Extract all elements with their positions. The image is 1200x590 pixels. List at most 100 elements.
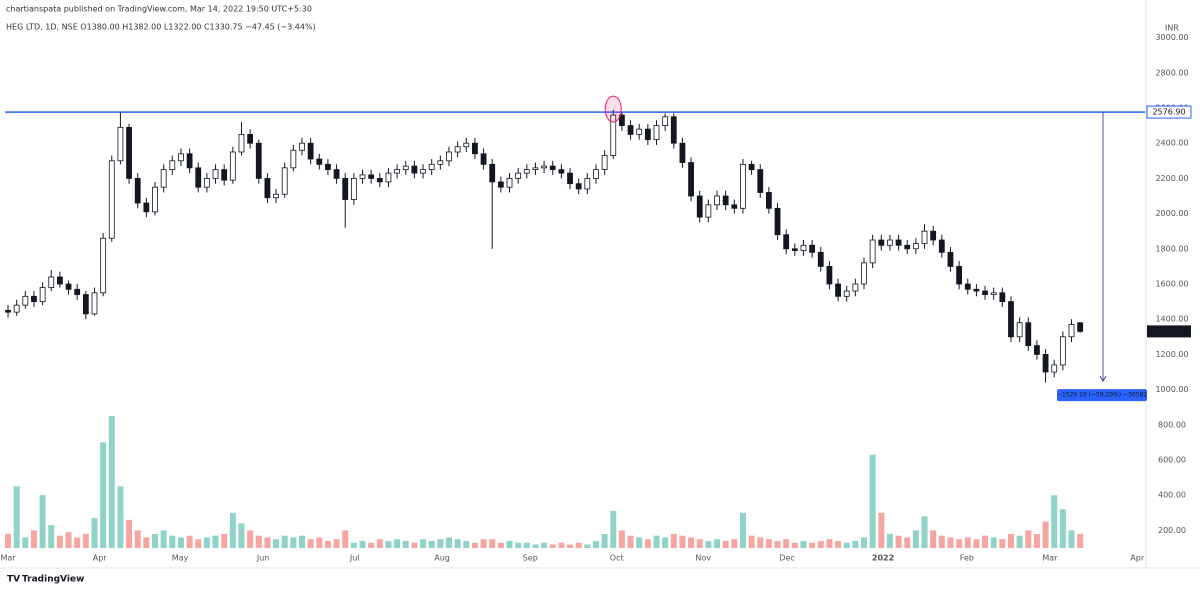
y-tick-label: 1800.00 xyxy=(1155,244,1188,253)
volume-bar xyxy=(428,540,435,548)
volume-bar xyxy=(273,539,280,548)
candle-body xyxy=(1077,322,1084,332)
y-tick-label: 400.00 xyxy=(1158,491,1186,500)
candle-body xyxy=(887,239,893,246)
volume-bar xyxy=(532,544,539,548)
volume-bar xyxy=(203,537,210,548)
volume-bar xyxy=(843,542,850,548)
volume-bar xyxy=(1077,533,1084,548)
volume-bar xyxy=(860,537,867,548)
brand: TradingView xyxy=(22,575,84,585)
candle-body xyxy=(783,234,790,250)
y-tick-label: 800.00 xyxy=(1158,420,1186,429)
candle-body xyxy=(195,167,202,188)
candle-body xyxy=(143,202,150,213)
volume-bar xyxy=(575,542,582,548)
candle-body xyxy=(679,142,686,163)
volume-bar xyxy=(938,535,945,548)
candle-body xyxy=(134,177,141,204)
y-tick-label: 2200.00 xyxy=(1155,174,1188,183)
candle-body xyxy=(921,230,928,244)
volume-bar xyxy=(515,542,522,548)
candle-body xyxy=(506,177,513,188)
last-price-label: 1330.75 xyxy=(1152,327,1185,336)
volume-bar xyxy=(506,540,513,548)
volume-bar xyxy=(921,516,928,548)
candle-body xyxy=(264,177,271,199)
level-label: 2576.90 xyxy=(1152,108,1185,117)
candle-body xyxy=(489,163,496,183)
highlight-circle xyxy=(604,95,622,123)
candle-body xyxy=(376,177,383,183)
volume-bar xyxy=(1025,530,1032,548)
volume-bar xyxy=(653,535,660,548)
candle-body xyxy=(229,151,236,181)
measure-arrowhead xyxy=(1099,375,1107,383)
candle-body xyxy=(740,163,746,209)
candle-body xyxy=(480,153,487,165)
candle-body xyxy=(316,158,323,165)
candle-body xyxy=(947,251,954,267)
volume-bar xyxy=(567,544,574,548)
volume-bar xyxy=(886,533,893,548)
volume-bar xyxy=(947,537,954,548)
candle-body xyxy=(644,128,651,141)
volume-bar xyxy=(255,535,262,548)
volume-bar xyxy=(74,537,81,548)
candle-body xyxy=(765,192,772,209)
y-tick-label: 2000.00 xyxy=(1155,209,1188,218)
candle-body xyxy=(593,169,599,179)
candle-body xyxy=(39,287,46,302)
volume-bar xyxy=(385,540,392,548)
candle-body xyxy=(108,160,115,239)
candle-body xyxy=(299,142,305,151)
volume-bar xyxy=(411,542,418,548)
volume-bar xyxy=(480,539,487,548)
candle-body xyxy=(619,114,625,127)
logo: TV xyxy=(7,575,20,585)
candle-body xyxy=(446,151,452,162)
candle-body xyxy=(904,244,911,250)
volume-bar xyxy=(212,535,219,548)
candle-body xyxy=(688,162,694,197)
candle-body xyxy=(912,243,919,250)
candle-body xyxy=(1051,364,1058,373)
candle-body xyxy=(938,239,945,253)
candle-body xyxy=(186,153,193,169)
candle-body xyxy=(636,128,643,135)
candle-body xyxy=(541,165,547,169)
volume-bar xyxy=(281,535,288,548)
x-tick-label: Feb xyxy=(960,554,974,563)
volume-bar xyxy=(731,539,738,548)
y-tick-label: 200.00 xyxy=(1158,526,1186,535)
candle-body xyxy=(48,276,55,288)
volume-bar xyxy=(316,537,323,548)
x-tick-label: Jun xyxy=(256,554,270,563)
candle-body xyxy=(843,290,850,297)
candle-body xyxy=(748,163,755,171)
volume-bar xyxy=(783,539,790,548)
candle-body xyxy=(1025,322,1032,347)
candle-body xyxy=(13,304,20,313)
candle-body xyxy=(368,174,375,179)
y-tick-label: 1600.00 xyxy=(1155,280,1188,289)
volume-bar xyxy=(765,539,772,548)
candle-body xyxy=(610,114,617,156)
candle-body xyxy=(791,248,798,251)
volume-bar xyxy=(904,537,911,548)
candle-body xyxy=(290,149,297,169)
candle-body xyxy=(22,295,29,306)
volume-bar xyxy=(541,542,548,548)
x-tick-label: Mar xyxy=(0,554,16,563)
candle-body xyxy=(826,265,833,285)
candle-body xyxy=(930,230,937,241)
volume-bar xyxy=(817,540,824,548)
x-tick-label: Aug xyxy=(434,554,450,563)
volume-bar xyxy=(558,542,565,548)
x-tick-label: May xyxy=(172,554,189,563)
candle-body xyxy=(126,126,132,179)
candle-body xyxy=(57,276,63,285)
volume-bar xyxy=(705,540,712,548)
volume-bar xyxy=(177,537,184,548)
candle-body xyxy=(990,292,997,295)
